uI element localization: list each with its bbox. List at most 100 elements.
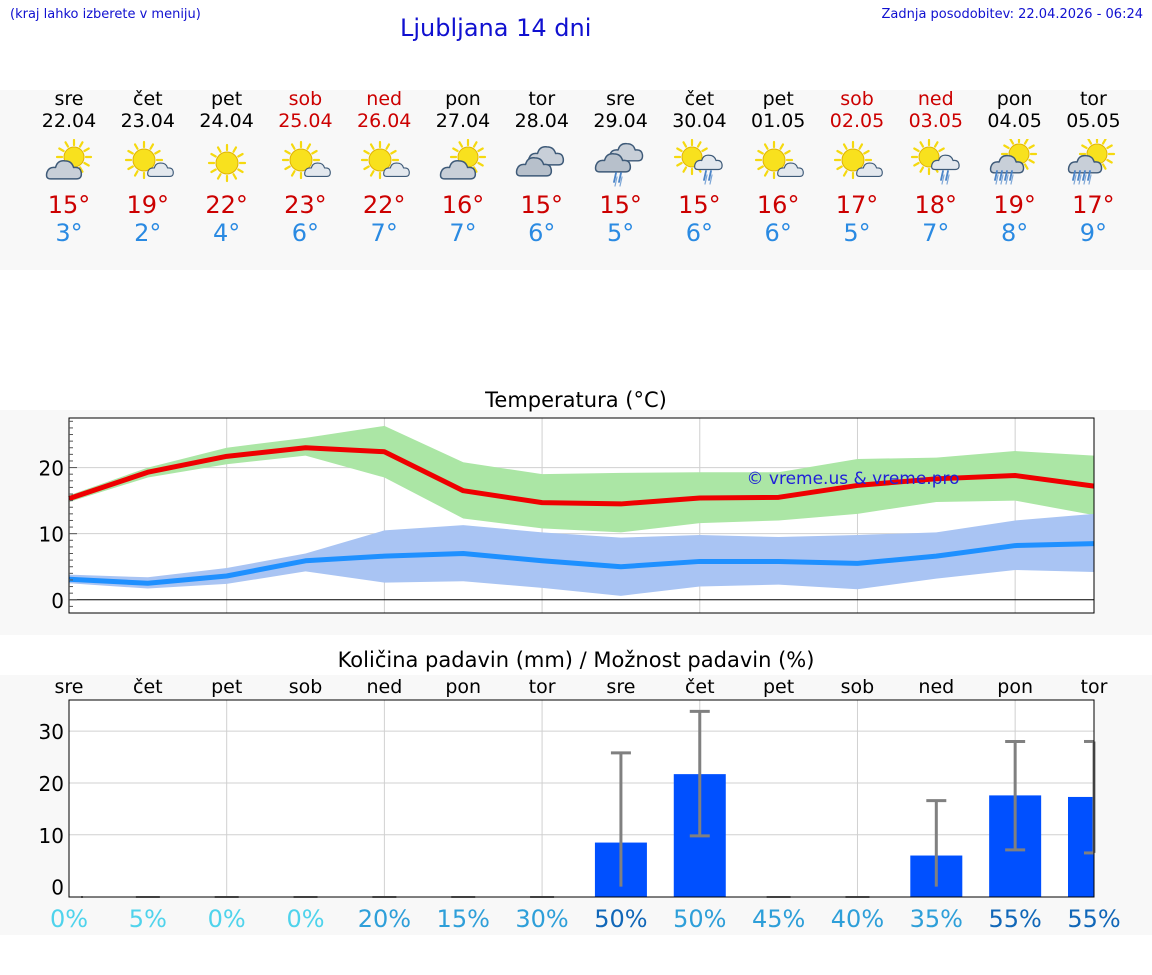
day-date: 02.05 [829, 110, 885, 132]
rain-shape [703, 170, 713, 185]
y-tick-label: 10 [39, 523, 64, 547]
day-name: čet [684, 88, 715, 110]
cloud-shape [439, 159, 477, 180]
sun-shape [207, 143, 246, 183]
forecast-day: pet 01.05 16° 6° [739, 88, 818, 247]
cloud-shape [515, 156, 552, 177]
temperature-min: 5° [843, 219, 871, 247]
cloud-shape [304, 162, 332, 177]
temperature-max: 16° [756, 191, 800, 219]
temperature-max: 19° [993, 191, 1036, 219]
location-hint[interactable]: (kraj lahko izberete v meniju) [10, 7, 201, 22]
cloud-rain-icon [594, 142, 643, 187]
category-label: sre [55, 676, 84, 698]
cloud-shape [383, 162, 411, 177]
day-date: 22.04 [41, 110, 97, 132]
category-label: pet [211, 676, 242, 698]
sun-small-cloud-icon [282, 140, 332, 180]
temperature-min: 8° [1000, 219, 1029, 247]
temperature-min: 3° [55, 219, 83, 247]
category-label: sob [841, 676, 875, 698]
y-tick-label: 0 [51, 589, 64, 613]
day-name: tor [528, 88, 556, 110]
forecast-day: čet 30.04 15° 6° [660, 88, 739, 247]
min-temperature-line [68, 541, 1095, 586]
rain-shape [939, 170, 950, 185]
category-label: ned [918, 676, 954, 698]
day-date: 28.04 [514, 110, 569, 132]
plot-frame [68, 417, 1095, 614]
precipitation-bar [1068, 796, 1094, 897]
day-name: sre [54, 88, 84, 110]
category-label: sob [289, 676, 323, 698]
day-name: pet [762, 88, 794, 110]
day-name: tor [1079, 88, 1107, 110]
probability-label: 35% [910, 905, 963, 933]
probability-label: 0% [286, 905, 324, 933]
day-name: sre [606, 88, 636, 110]
day-date: 24.04 [199, 110, 254, 132]
temperature-max: 18° [914, 191, 958, 219]
temperature-min: 4° [212, 219, 241, 247]
category-label: tor [1081, 676, 1108, 698]
temperature-min: 2° [134, 219, 162, 247]
day-name: čet [133, 88, 163, 110]
y-tick-label: 20 [39, 772, 64, 796]
temperature-max: 15° [520, 191, 564, 219]
day-name: pon [996, 88, 1033, 110]
probability-label: 40% [831, 905, 884, 933]
rain-shape [612, 172, 623, 187]
forecast-day: čet 23.04 19° 2° [108, 88, 187, 247]
temperature-max: 23° [284, 191, 327, 219]
cloud-shape [1068, 154, 1103, 174]
day-name: sob [840, 88, 874, 110]
precipitation-chart-title: Količina padavin (mm) / Možnost padavin … [337, 648, 815, 672]
day-date: 25.04 [278, 110, 333, 132]
day-date: 30.04 [672, 110, 727, 132]
probability-label: 50% [673, 905, 726, 933]
y-tick-label: 0 [51, 876, 64, 900]
forecast-day: ned 26.04 22° 7° [345, 88, 424, 247]
probability-label: 30% [515, 905, 568, 933]
day-name: pon [445, 88, 481, 110]
sun-cloud-heavy-rain-icon [989, 139, 1037, 185]
temperature-min: 6° [291, 219, 320, 247]
sun-cloud-heavy-rain-icon [1068, 139, 1116, 185]
sun-cloud-icon [45, 139, 93, 180]
temperature-max: 15° [599, 191, 642, 219]
cloud-shape [989, 154, 1024, 174]
temperature-min: 7° [370, 219, 398, 247]
day-name: ned [366, 88, 403, 110]
day-date: 26.04 [356, 110, 412, 132]
day-date: 05.05 [1066, 110, 1121, 132]
y-tick-label: 10 [39, 824, 64, 848]
error-bar [689, 709, 710, 838]
probability-label: 50% [594, 905, 647, 933]
cloud-shape [146, 162, 174, 177]
forecast-day: pet 24.04 22° 4° [187, 88, 266, 247]
temperature-max: 17° [835, 191, 879, 219]
temperature-max: 19° [126, 191, 170, 219]
probability-label: 0% [208, 905, 246, 933]
clouds-icon [515, 145, 564, 177]
category-label: čet [133, 676, 163, 698]
forecast-day: sre 29.04 15° 5° [581, 88, 660, 247]
cloud-shape [777, 162, 805, 177]
day-name: sob [288, 88, 323, 110]
category-label: pet [763, 676, 794, 698]
forecast-day: sob 02.05 17° 5° [818, 88, 897, 247]
day-date: 29.04 [593, 110, 648, 132]
category-label: čet [685, 676, 715, 698]
day-date: 23.04 [120, 110, 175, 132]
last-update: Zadnja posodobitev: 22.04.2026 - 06:24 [881, 7, 1143, 22]
category-label: sre [606, 676, 635, 698]
day-date: 03.05 [908, 110, 963, 132]
category-label: pon [445, 676, 481, 698]
error-bar [926, 799, 947, 887]
temperature-min: 6° [528, 219, 556, 247]
temperature-min: 9° [1079, 219, 1108, 247]
forecast-day: tor 05.05 17° 9° [1054, 88, 1133, 247]
error-bar [610, 751, 631, 887]
temperature-min: 6° [685, 219, 714, 247]
temperature-max: 17° [1072, 191, 1115, 219]
